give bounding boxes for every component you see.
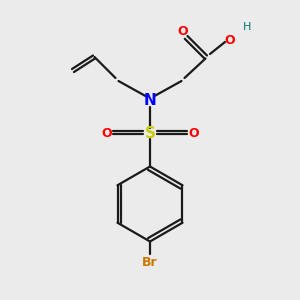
Text: O: O <box>101 127 112 140</box>
Text: O: O <box>224 34 235 47</box>
Text: O: O <box>188 127 199 140</box>
Text: O: O <box>178 25 188 38</box>
Text: H: H <box>243 22 252 32</box>
Text: Br: Br <box>142 256 158 269</box>
Text: N: N <box>144 93 156 108</box>
Text: S: S <box>145 126 155 141</box>
